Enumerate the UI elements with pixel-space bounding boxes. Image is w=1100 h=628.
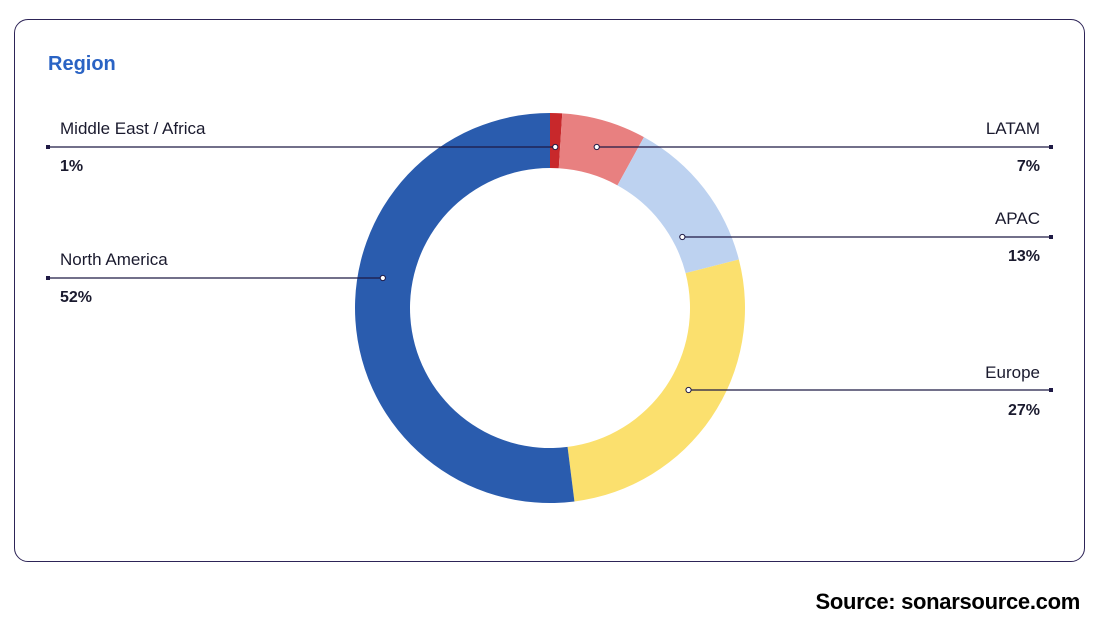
- leader-end-apac: [1049, 235, 1053, 239]
- donut-slices: [355, 113, 746, 503]
- leader-end-north-america: [46, 276, 50, 280]
- slice-europe: [567, 259, 746, 502]
- label-middle-east-africa: Middle East / Africa: [60, 119, 206, 138]
- leader-dot-apac: [679, 233, 686, 241]
- label-europe: Europe: [985, 363, 1040, 382]
- slice-apac: [617, 137, 739, 274]
- value-apac: 13%: [1007, 248, 1040, 265]
- leader-dot-latam: [593, 143, 600, 151]
- leader-lines: [46, 143, 1053, 394]
- leader-dot-north-america: [379, 274, 386, 282]
- slice-north-america: [355, 113, 575, 503]
- leader-dot-europe: [685, 386, 692, 394]
- leader-end-middle-east-africa: [46, 145, 50, 149]
- slice-middle-east-africa: [550, 113, 563, 169]
- slice-latam: [558, 113, 644, 186]
- label-apac: APAC: [994, 209, 1040, 228]
- leader-dot-middle-east-africa: [552, 143, 559, 151]
- source-credit: Source: sonarsource.com: [815, 589, 1080, 614]
- value-latam: 7%: [1016, 158, 1040, 175]
- chart-title: Region: [48, 53, 116, 75]
- leader-end-latam: [1049, 145, 1053, 149]
- value-middle-east-africa: 1%: [60, 158, 84, 175]
- value-north-america: 52%: [60, 289, 93, 306]
- label-north-america: North America: [60, 250, 168, 269]
- label-latam: LATAM: [985, 119, 1040, 138]
- value-europe: 27%: [1007, 402, 1040, 419]
- leader-end-europe: [1049, 388, 1053, 392]
